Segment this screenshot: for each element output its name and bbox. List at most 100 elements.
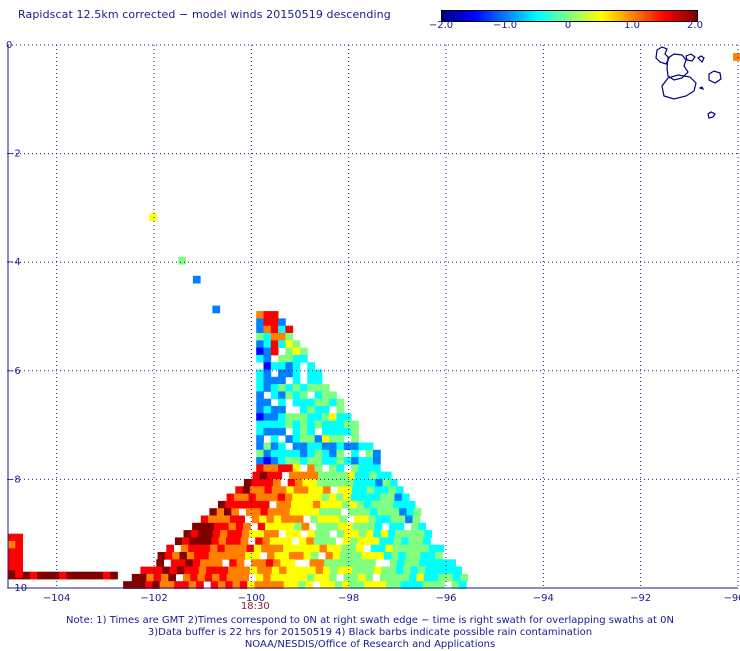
wind-cell [263, 398, 272, 407]
wind-cell [239, 581, 248, 589]
wind-cell [232, 581, 241, 589]
wind-cell [256, 376, 264, 385]
wind-cell [8, 555, 16, 564]
wind-cell [316, 559, 325, 567]
wind-cell [168, 573, 176, 582]
wind-cell [304, 508, 312, 516]
wind-cell [281, 552, 290, 560]
wind-cell [249, 486, 258, 494]
wind-cell [314, 442, 323, 451]
wind-cell [270, 325, 279, 334]
x-tick-label: −94 [533, 593, 554, 604]
wind-cell [344, 530, 352, 538]
wind-cell [270, 333, 279, 341]
wind-cell [278, 398, 286, 407]
wind-cell [258, 479, 267, 487]
wind-cell [386, 537, 395, 546]
wind-cell [418, 522, 427, 531]
wind-cell [314, 413, 323, 421]
wind-cell [278, 369, 286, 378]
wind-cell [336, 420, 345, 429]
wind-cell [285, 530, 294, 538]
wind-cell [230, 515, 238, 524]
wind-cell [292, 354, 301, 363]
wind-cell [454, 566, 462, 575]
wind-cell [312, 544, 320, 553]
wind-cell [288, 515, 297, 524]
wind-map: −104 −102 −100 −98 −96 −94 −92 −90 0 −2 −4 −6 −8 −10… [6, 40, 740, 612]
wind-cell [364, 581, 372, 589]
wind-cell [343, 427, 352, 436]
wind-cell [387, 573, 395, 582]
wind-cell [233, 493, 242, 502]
wind-cell [336, 398, 345, 407]
wind-cell [351, 530, 360, 538]
wind-cell [188, 544, 196, 553]
wind-cell [15, 562, 23, 571]
wind-cell [343, 413, 352, 421]
wind-cell [270, 347, 279, 356]
wind-cell [285, 573, 293, 582]
wind-cell [353, 479, 362, 487]
wind-cell [331, 479, 340, 487]
wind-cell [249, 530, 257, 538]
wind-cell [360, 522, 368, 531]
colorbar-tick: 0 [564, 20, 572, 31]
wind-cell [222, 515, 231, 524]
wind-cell [307, 398, 315, 407]
wind-cell [191, 566, 200, 575]
wind-cell [249, 566, 258, 575]
wind-cell [436, 544, 445, 553]
y-tick-label: −10 [6, 583, 27, 594]
axes-frame [7, 45, 738, 589]
wind-cell [413, 552, 421, 560]
wind-cell [408, 537, 417, 546]
wind-cell [357, 537, 366, 546]
wind-cell [321, 442, 330, 451]
wind-cell [320, 500, 328, 509]
wind-cell [263, 427, 272, 436]
wind-cell [256, 318, 264, 327]
wind-cell [245, 508, 254, 516]
wind-cell [270, 573, 279, 582]
wind-cell [362, 471, 370, 480]
wind-cell [174, 537, 183, 546]
wind-cell [354, 515, 362, 524]
wind-cell [306, 493, 315, 502]
x-tick-label: −100 [238, 593, 265, 604]
wind-cell [314, 369, 323, 378]
wind-cell [300, 384, 308, 392]
galapagos-coastline [655, 46, 722, 119]
wind-cell [411, 522, 419, 531]
wind-cell [332, 471, 341, 480]
wind-cell [218, 500, 226, 509]
wind-cell [321, 457, 330, 465]
wind-cell [325, 471, 334, 480]
wind-cell [372, 493, 381, 502]
wind-cell [259, 471, 268, 480]
x-tick-label: −104 [43, 593, 70, 604]
wind-cell [321, 449, 330, 458]
wind-cell [242, 486, 251, 494]
wind-cell [147, 566, 156, 575]
wind-cell [256, 413, 264, 421]
wind-cell [198, 530, 206, 538]
wind-cell [292, 427, 301, 436]
wind-cell [256, 325, 264, 334]
wind-cell [334, 544, 342, 553]
wind-cell [314, 435, 323, 443]
wind-cell [307, 449, 315, 458]
wind-cell [213, 566, 222, 575]
wind-cell [278, 384, 286, 392]
wind-cell [324, 479, 332, 487]
wind-cell [241, 573, 249, 582]
colorbar-tick: −2.0 [428, 20, 454, 31]
wind-cell [397, 515, 406, 524]
wind-cell [285, 435, 294, 443]
wind-cell [223, 552, 231, 560]
wind-cell [373, 464, 381, 473]
wind-cell [394, 573, 403, 582]
wind-cell [270, 413, 279, 421]
wind-cell [389, 559, 398, 567]
wind-cell [365, 457, 374, 465]
